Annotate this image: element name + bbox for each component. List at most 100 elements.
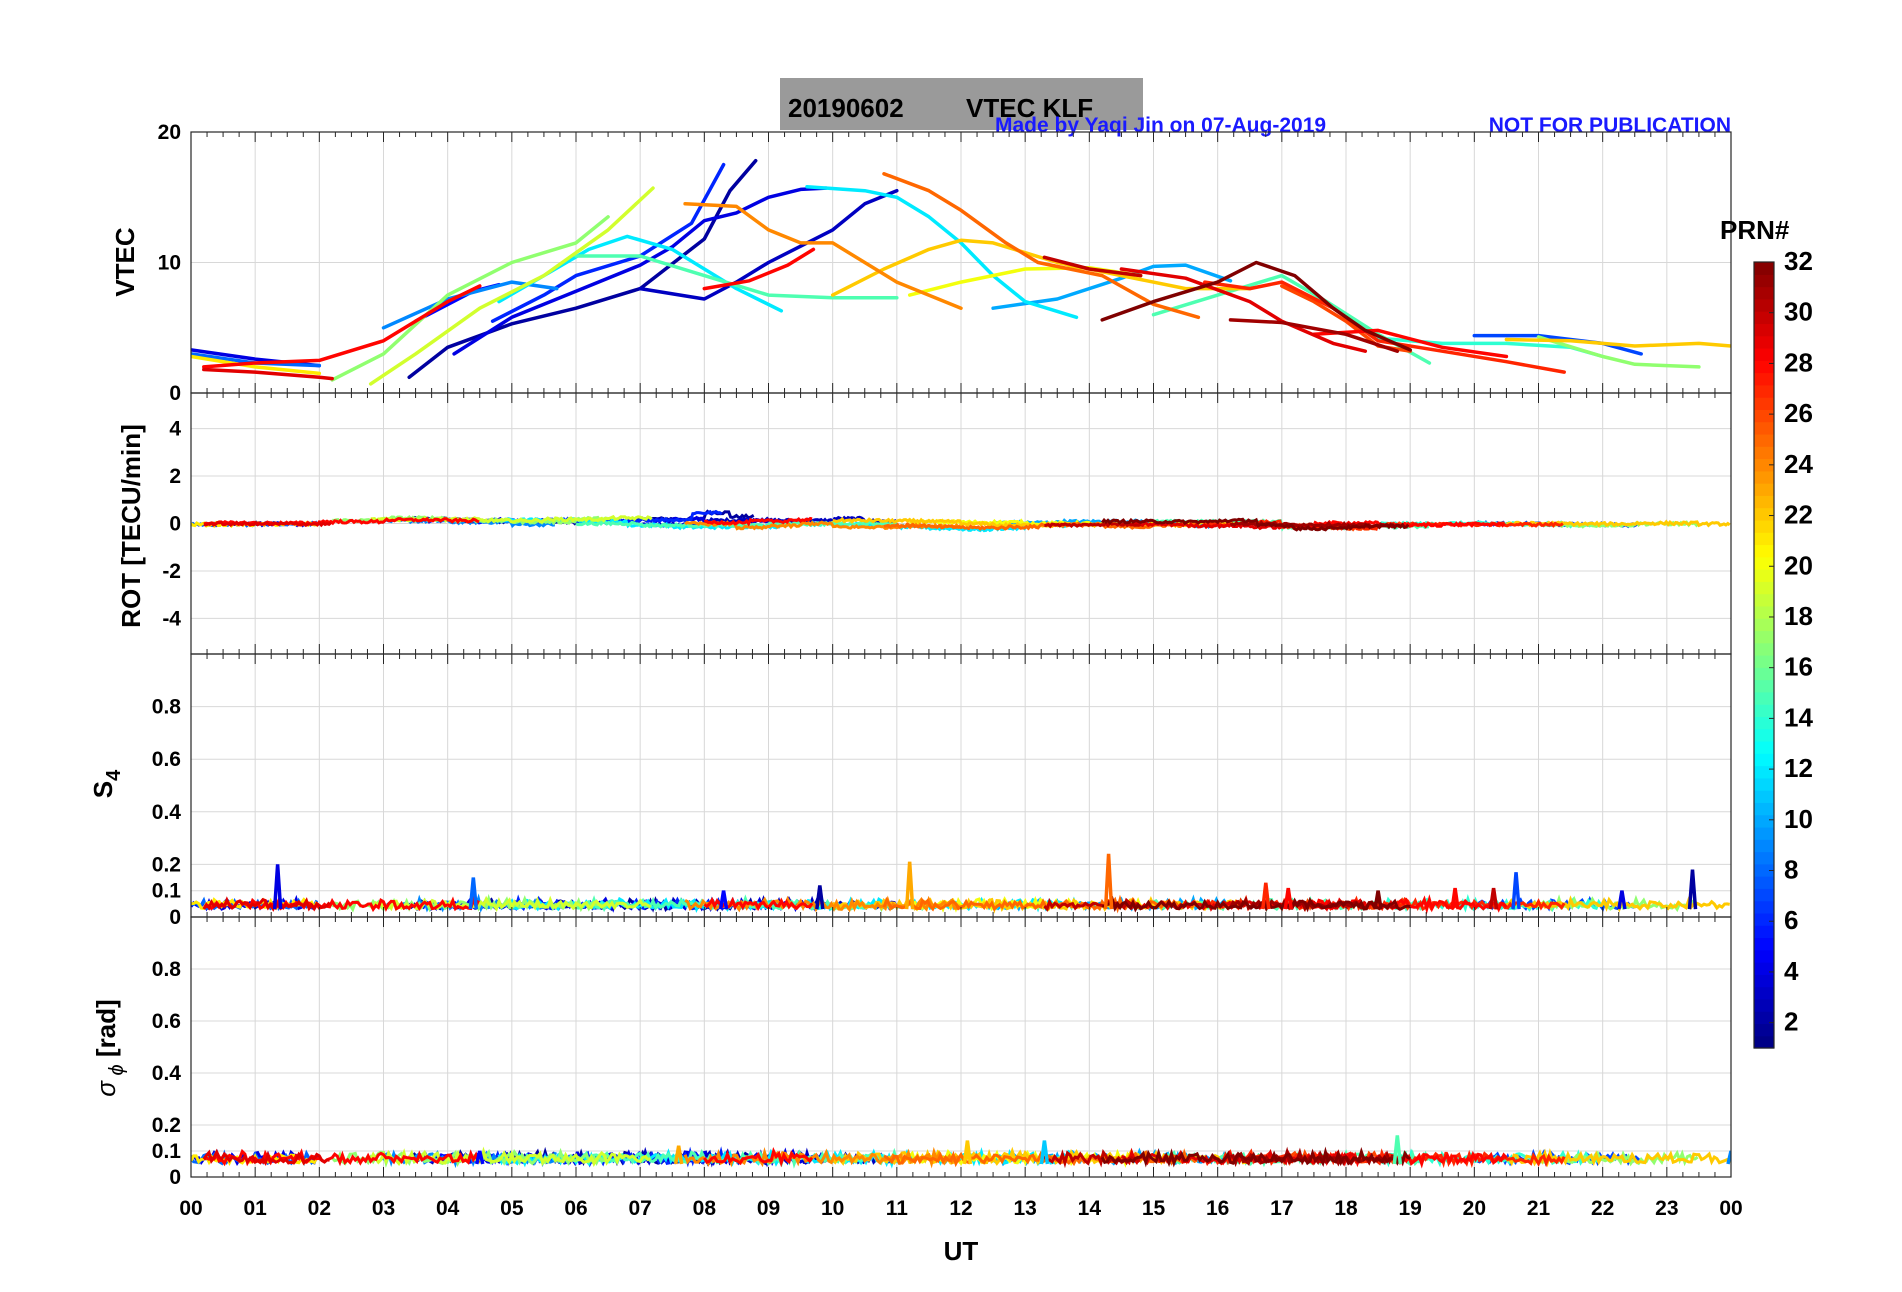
- y-tick-label: 0.8: [152, 958, 182, 981]
- colorbar-segment: [1754, 998, 1774, 1012]
- vtec-trace-prn-22: [1504, 337, 1731, 348]
- sigma-phi-grid: [190, 917, 1732, 1178]
- credit-text: Made by Yaqi Jin on 07-Aug-2019: [995, 114, 1326, 137]
- colorbar-segment: [1754, 544, 1774, 558]
- colorbar-tick-label: 16: [1784, 652, 1813, 682]
- colorbar-segment: [1754, 519, 1774, 533]
- s4-trace-prn-29: [202, 896, 331, 912]
- colorbar-segment: [1754, 900, 1774, 914]
- colorbar-segment: [1754, 655, 1774, 668]
- sigma_phi-spike: [962, 1140, 973, 1165]
- x-tick-label: 12: [949, 1197, 972, 1220]
- colorbar-segment: [1754, 728, 1774, 742]
- colorbar-segment: [1754, 962, 1774, 975]
- colorbar-segment: [1754, 667, 1774, 681]
- s4-spike: [468, 877, 479, 910]
- vtec-trace-prn-4: [452, 186, 829, 356]
- s4-lines: [191, 853, 1730, 915]
- colorbar-segment: [1754, 630, 1774, 644]
- s4-trace-prn-19: [370, 895, 652, 912]
- colorbar-segment: [1754, 556, 1774, 570]
- sigma_phi-trace-prn-28: [703, 1147, 814, 1168]
- colorbar-segment: [1754, 679, 1774, 693]
- panel-vtec: 0 10 20 VTEC: [110, 121, 1732, 405]
- s4-spike: [1103, 853, 1114, 910]
- y-tick-label: 2: [169, 465, 181, 488]
- colorbar-tick-label: 8: [1784, 855, 1798, 885]
- colorbar-segment: [1754, 507, 1774, 521]
- vtec-trace-prn-28: [1312, 328, 1509, 359]
- panel-rot: -4 -2 0 2 4 ROT [TECU/min]: [116, 392, 1732, 655]
- x-tick-label: 06: [564, 1197, 587, 1220]
- vtec-trace-prn-2: [407, 158, 758, 380]
- x-tick-label: 13: [1013, 1197, 1036, 1220]
- colorbar-tick-label: 32: [1784, 246, 1813, 276]
- rot-ylabel: ROT [TECU/min]: [116, 424, 146, 628]
- s4-spike: [1261, 882, 1271, 910]
- vtec-trace-prn-17: [330, 215, 610, 382]
- sigma-phi-ylabel: σ ϕ [rad]: [91, 999, 128, 1096]
- colorbar-segment: [1754, 753, 1774, 767]
- colorbar-segment: [1754, 262, 1774, 275]
- panel-sigma-phi: 0 0.1 0.2 0.4 0.6 0.8 σ ϕ [rad]: [91, 916, 1732, 1189]
- sigma_phi-trace-prn-32: [1100, 1146, 1411, 1168]
- colorbar-segment: [1754, 876, 1774, 889]
- sigma_phi-spike: [1726, 1150, 1731, 1165]
- colorbar-segment: [1754, 286, 1774, 300]
- colorbar-segment: [1754, 826, 1774, 840]
- colorbar-tick-label: 24: [1784, 449, 1813, 479]
- colorbar-segment: [1754, 347, 1774, 361]
- x-tick-label: 01: [243, 1197, 267, 1220]
- colorbar-segment: [1754, 335, 1774, 349]
- colorbar-tick-label: 2: [1784, 1007, 1798, 1037]
- y-tick-label: 20: [158, 121, 181, 144]
- sigma_phi-trace-prn-25: [883, 1148, 1198, 1168]
- colorbar-segment: [1754, 446, 1774, 460]
- x-tick-label: 23: [1655, 1197, 1678, 1220]
- vtec-trace-prn-32: [1100, 260, 1412, 352]
- rot-trace-prn-32: [1101, 517, 1410, 532]
- colorbar-segment: [1754, 790, 1774, 803]
- y-tick-label: 0.6: [152, 748, 181, 771]
- x-tick-label: 20: [1463, 1197, 1486, 1220]
- rot-trace-prn-28: [703, 516, 813, 527]
- colorbar-tick-label: 22: [1784, 500, 1813, 530]
- vtec-trace-prn-15: [574, 254, 899, 300]
- colorbar-segment: [1754, 704, 1774, 718]
- colorbar-segment: [1754, 593, 1774, 607]
- x-tick-label: 07: [628, 1197, 651, 1220]
- vtec-trace-prn-25: [882, 172, 1201, 320]
- s4-spike: [1511, 872, 1521, 910]
- colorbar-segment: [1754, 740, 1774, 754]
- colorbar-segment: [1754, 937, 1774, 951]
- rot-lines: [191, 509, 1731, 533]
- figure-title: 20190602 VTEC KLF Made by Yaqi Jin on 07…: [780, 78, 1731, 137]
- s4-spike: [1617, 890, 1627, 910]
- s4-ylabel: S4: [88, 769, 125, 798]
- x-tick-label: 22: [1591, 1197, 1614, 1220]
- rot-ticks: -4 -2 0 2 4: [162, 393, 1732, 654]
- sigma-phi-ticks: 0 0.1 0.2 0.4 0.6 0.8: [152, 917, 1732, 1189]
- vtec-ticks: 0 10 20: [158, 121, 1732, 405]
- vtec-trace-prn-28: [702, 247, 816, 291]
- x-tick-label: 16: [1206, 1197, 1229, 1220]
- colorbar-segment: [1754, 384, 1774, 398]
- colorbar-segment: [1754, 360, 1774, 374]
- x-tick-label: 21: [1527, 1197, 1551, 1220]
- vtec-trace-prn-29: [202, 367, 334, 381]
- colorbar-segment: [1754, 532, 1774, 546]
- vtec-trace-prn-30: [1042, 255, 1143, 278]
- sigma-phi-frame: [190, 916, 1732, 1178]
- colorbar-segment: [1754, 458, 1774, 472]
- sigma_phi-spike: [673, 1145, 684, 1165]
- y-tick-label: -4: [162, 607, 181, 630]
- s4-spike: [1687, 869, 1698, 910]
- colorbar-segment: [1754, 483, 1774, 496]
- vtec-trace-prn-22: [830, 238, 1252, 297]
- title-date: 20190602: [788, 93, 904, 123]
- colorbar-segment: [1754, 814, 1774, 828]
- colorbar-segment: [1754, 691, 1774, 705]
- sigma-phi-lines: [191, 1135, 1731, 1169]
- x-tick-label: 04: [436, 1197, 460, 1220]
